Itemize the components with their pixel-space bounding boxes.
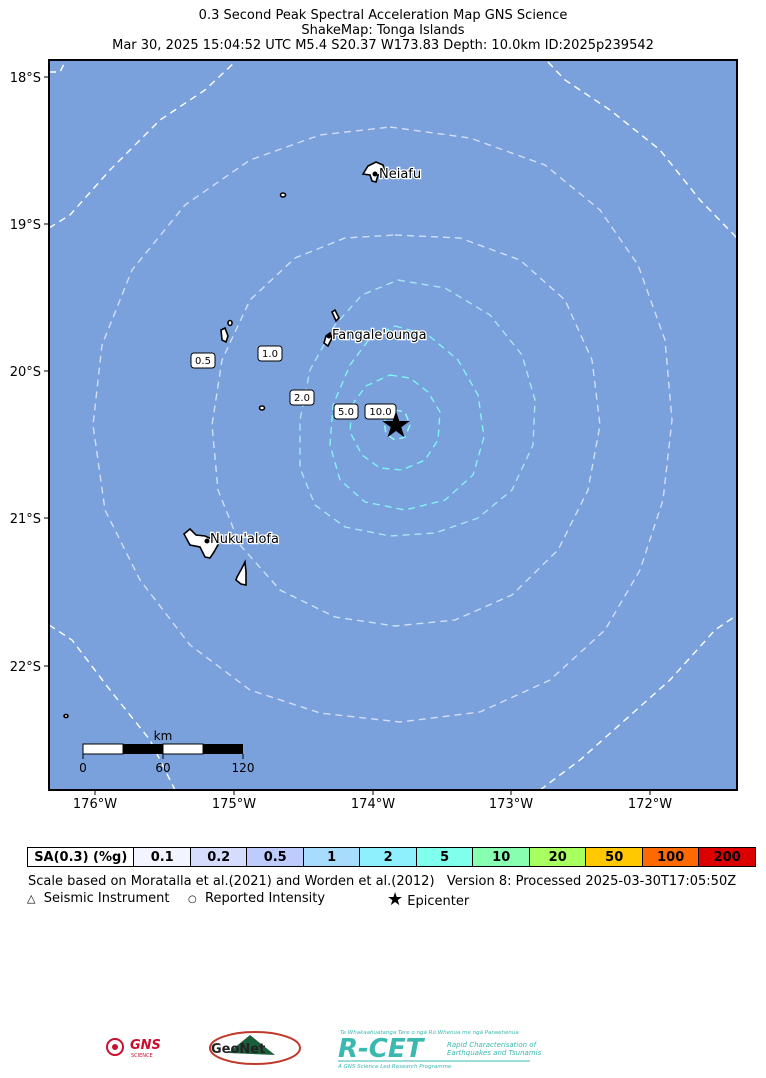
lon-label: 172°W: [628, 797, 672, 812]
lon-label: 174°W: [351, 797, 395, 812]
legend-item: 20: [528, 848, 586, 866]
geonet-logo-text: GeoNet: [211, 1042, 265, 1057]
lat-label: 20°S: [10, 365, 41, 380]
map-frame: [48, 59, 738, 791]
legend-item: 50: [585, 848, 642, 866]
place-dot: [326, 333, 332, 339]
contour-line: [92, 126, 673, 723]
contour-line: [49, 61, 66, 73]
island-eua: [235, 559, 247, 586]
legend-reported: ○ Reported Intensity: [188, 891, 325, 906]
map-title: 0.3 Second Peak Spectral Acceleration Ma…: [198, 8, 568, 23]
reported-label: Reported Intensity: [205, 891, 326, 906]
rcet-logo-text: R-CET: [338, 1034, 426, 1064]
scale-tick: 60: [155, 761, 170, 775]
legend-item: 5: [415, 848, 473, 866]
logo-strip: GNS SCIENCE GeoNet Te Whakaahuatanga Ter…: [106, 1030, 542, 1070]
scale-tick: 0: [79, 761, 87, 775]
place-label: Fangale'ounga: [332, 328, 427, 343]
scale-unit: km: [154, 729, 173, 743]
triangle-icon: △: [27, 892, 36, 905]
island-tongatapu: [182, 527, 221, 559]
contour-label: 5.0: [338, 407, 354, 418]
island-small: [220, 326, 229, 344]
legend-item: 10: [472, 848, 529, 866]
lon-label: 173°W: [489, 797, 533, 812]
contour-line: [49, 624, 176, 790]
legend-item: 0.1: [133, 848, 190, 866]
rcet-foot: A GNS Science Led Research Programme: [337, 1064, 452, 1070]
lon-label: 176°W: [73, 797, 117, 812]
scale-bar: km 0 60 120: [79, 729, 254, 775]
shakemap[interactable]: Neiafu Fangale'ounga Nuku'alofa 0.5 1.0 …: [0, 0, 766, 820]
place-label: Nuku'alofa: [210, 532, 279, 547]
contour-line: [547, 61, 737, 239]
map-subtitle: ShakeMap: Tonga Islands: [301, 23, 465, 38]
island-small: [63, 713, 69, 719]
island-small: [279, 192, 287, 198]
contour-label-box: [190, 352, 216, 369]
contour-label-box: [257, 345, 283, 362]
circle-icon: ○: [188, 894, 197, 905]
legend-item: 2: [359, 848, 416, 866]
contour-line: [211, 234, 601, 627]
contour-line: [539, 614, 737, 790]
gns-logo-sub: SCIENCE: [131, 1053, 153, 1059]
legend-item: 100: [641, 848, 699, 866]
legend-item: 0.2: [189, 848, 247, 866]
version-info: Version 8: Processed 2025-03-30T17:05:50…: [446, 874, 737, 889]
contour-label: 2.0: [294, 393, 310, 404]
place-dot: [372, 171, 378, 177]
rcet-sub1: Rapid Characterisation of: [447, 1041, 538, 1049]
island-haapai: [330, 308, 340, 323]
legend-item: 1: [302, 848, 360, 866]
island-small: [258, 405, 266, 411]
scale-reference: Scale based on Moratalla et al.(2021) an…: [28, 874, 435, 889]
gns-logo-text: GNS: [130, 1038, 161, 1053]
contour-label: 10.0: [369, 407, 391, 418]
geonet-logo: GeoNet: [209, 1031, 301, 1065]
rcet-sub2: Earthquakes and Tsunamis: [447, 1049, 542, 1057]
contour-line: [329, 325, 485, 511]
contour-label: 1.0: [262, 349, 278, 360]
contour-label-box: [333, 403, 359, 420]
rcet-tagline: Te Whakaahuatanga Tere o ngā Rū Whenua m…: [340, 1030, 519, 1036]
scale-tick: 120: [232, 761, 255, 775]
contour-line: [49, 61, 236, 229]
gns-logo: GNS SCIENCE: [106, 1038, 161, 1059]
place-label: Neiafu: [379, 167, 421, 182]
legend-seismic: △ Seismic Instrument: [27, 891, 169, 906]
place-dot: [204, 538, 210, 544]
legend-item: 200: [698, 848, 755, 866]
contour-label: 0.5: [195, 356, 211, 367]
lat-label: 19°S: [10, 218, 41, 233]
epicenter-label: Epicenter: [407, 894, 470, 909]
event-info: Mar 30, 2025 15:04:52 UTC M5.4 S20.37 W1…: [112, 38, 654, 53]
lon-label: 175°W: [212, 797, 256, 812]
scale-note: Scale based on Moratalla et al.(2021) an…: [28, 874, 736, 889]
contour-label-box: [289, 389, 315, 406]
lat-label: 21°S: [10, 512, 41, 527]
seismic-label: Seismic Instrument: [43, 891, 170, 906]
rcet-logo: Te Whakaahuatanga Tere o ngā Rū Whenua m…: [337, 1030, 542, 1070]
legend-item: 0.5: [246, 848, 303, 866]
lat-label: 22°S: [10, 660, 41, 675]
intensity-legend: SA(0.3) (%g) 0.1 0.2 0.5 1 2 5 10 20 50 …: [27, 847, 756, 867]
legend-epicenter: ★ Epicenter: [387, 889, 469, 910]
island-small: [227, 319, 233, 327]
star-icon: ★: [387, 889, 404, 910]
epicenter-star[interactable]: [382, 411, 410, 438]
lat-label: 18°S: [10, 71, 41, 86]
legend-label: SA(0.3) (%g): [34, 849, 128, 865]
